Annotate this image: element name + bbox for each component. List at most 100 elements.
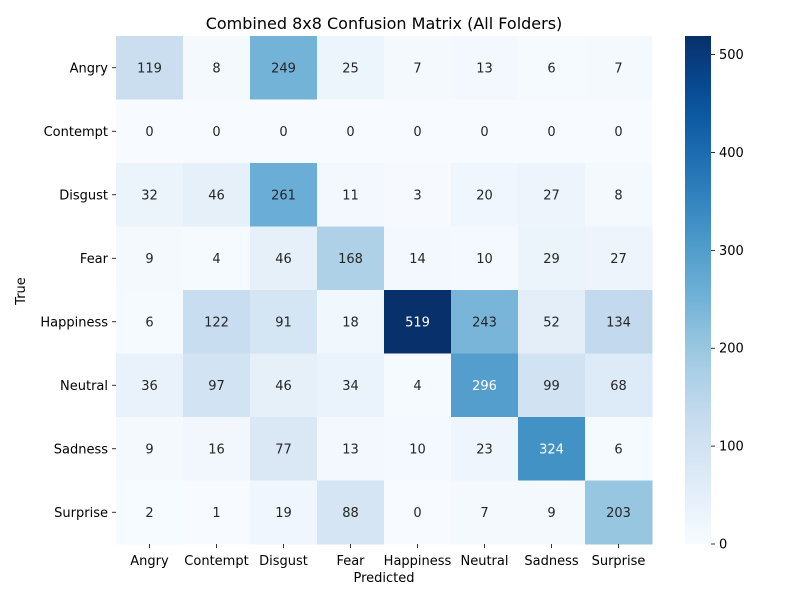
heatmap-cell: [183, 36, 251, 100]
heatmap-cell: [183, 417, 251, 481]
cell-value-label: 6: [547, 61, 555, 76]
cell-value-label: 27: [543, 188, 560, 203]
heatmap-cell: [250, 417, 318, 481]
heatmap-cell: [518, 480, 586, 545]
cell-value-label: 25: [342, 61, 359, 76]
cell-value-label: 77: [275, 442, 292, 457]
cell-value-label: 8: [212, 61, 220, 76]
heatmap-cell: [317, 36, 385, 100]
cell-value-label: 18: [342, 315, 359, 330]
heatmap-cell: [116, 290, 184, 354]
heatmap-cell: [518, 417, 586, 481]
heatmap-cell: [585, 353, 653, 418]
cell-value-label: 4: [413, 379, 421, 394]
heatmap-cell: [250, 480, 318, 545]
cell-value-label: 46: [275, 252, 292, 267]
heatmap-cell: [451, 163, 519, 227]
heatmap-cell: [317, 290, 385, 354]
heatmap-cell: [585, 36, 653, 100]
colorbar-gradient: [685, 36, 711, 544]
heatmap-cell: [183, 290, 251, 354]
x-tick-label: Sadness: [524, 554, 578, 569]
cell-value-label: 8: [614, 188, 622, 203]
cell-value-label: 122: [204, 315, 229, 330]
heatmap-cell: [250, 163, 318, 227]
cell-value-label: 6: [614, 442, 622, 457]
heatmap-cell: [250, 290, 318, 354]
cell-value-label: 1: [212, 506, 220, 521]
cell-value-label: 16: [208, 442, 225, 457]
y-axis-ticks: Angry Contempt Disgust Fear Happiness Neutral…: [40, 61, 116, 521]
heatmap-cell: [250, 36, 318, 100]
heatmap-cell: [518, 163, 586, 227]
heatmap-cell: [317, 226, 385, 291]
heatmap-cell: [451, 480, 519, 545]
heatmap-cell: [384, 99, 452, 164]
x-tick-label: Fear: [336, 554, 365, 569]
cell-value-label: 0: [614, 125, 622, 140]
cell-value-label: 99: [543, 379, 560, 394]
heatmap-cell: [183, 353, 251, 418]
heatmap-cell: [451, 353, 519, 418]
y-axis-label: True: [14, 277, 29, 306]
cell-value-label: 203: [606, 506, 631, 521]
x-tick-label: Contempt: [184, 554, 248, 569]
cell-value-label: 261: [271, 188, 296, 203]
colorbar-tick-label: 0: [719, 538, 727, 553]
heatmap-cell: [116, 353, 184, 418]
cell-value-label: 29: [543, 252, 560, 267]
cell-value-label: 46: [275, 379, 292, 394]
cell-value-label: 0: [547, 125, 555, 140]
colorbar: 0 100 200 300 400 500: [685, 36, 744, 553]
heatmap-cell: [317, 353, 385, 418]
heatmap-cell: [585, 99, 653, 164]
colorbar-tick-label: 100: [719, 440, 744, 455]
y-tick-label: Happiness: [40, 315, 108, 330]
heatmap-cells: 119 8 249 25 7 13 6 70 0 0 0 0 0 0 032 46 261 11 3 20 27 89 4 4…: [116, 36, 653, 545]
y-tick-label: Fear: [80, 252, 109, 267]
cell-value-label: 4: [212, 252, 220, 267]
cell-value-label: 0: [346, 125, 354, 140]
heatmap-cell: [183, 163, 251, 227]
cell-value-label: 20: [476, 188, 493, 203]
heatmap-cell: [116, 417, 184, 481]
heatmap-cell: [250, 353, 318, 418]
heatmap-cell: [451, 226, 519, 291]
cell-value-label: 36: [141, 379, 158, 394]
cell-value-label: 249: [271, 61, 296, 76]
cell-value-label: 7: [480, 506, 488, 521]
colorbar-tick-label: 400: [719, 146, 744, 161]
heatmap-cell: [518, 290, 586, 354]
cell-value-label: 9: [547, 506, 555, 521]
colorbar-tick-label: 500: [719, 48, 744, 63]
heatmap-cell: [585, 480, 653, 545]
y-tick-label: Angry: [70, 61, 109, 76]
x-axis-ticks: Angry Contempt Disgust Fear Happiness Neutral…: [130, 544, 645, 569]
cell-value-label: 52: [543, 315, 560, 330]
heatmap-cell: [585, 163, 653, 227]
heatmap-cell: [116, 99, 184, 164]
cell-value-label: 119: [137, 61, 162, 76]
heatmap-cell: [518, 226, 586, 291]
cell-value-label: 88: [342, 506, 359, 521]
cell-value-label: 0: [413, 506, 421, 521]
x-tick-label: Happiness: [384, 554, 452, 569]
heatmap-cell: [518, 36, 586, 100]
heatmap-cell: [384, 353, 452, 418]
x-axis-label: Predicted: [353, 571, 414, 586]
heatmap-cell: [451, 99, 519, 164]
cell-value-label: 97: [208, 379, 225, 394]
cell-value-label: 0: [212, 125, 220, 140]
heatmap-cell: [585, 417, 653, 481]
cell-value-label: 296: [472, 379, 497, 394]
heatmap-cell: [116, 480, 184, 545]
heatmap-cell: [116, 36, 184, 100]
heatmap-cell: [384, 417, 452, 481]
cell-value-label: 2: [145, 506, 153, 521]
heatmap-cell: [183, 480, 251, 545]
heatmap-cell: [250, 226, 318, 291]
heatmap-cell: [451, 417, 519, 481]
x-tick-label: Disgust: [259, 554, 308, 569]
cell-value-label: 13: [342, 442, 359, 457]
x-tick-label: Surprise: [592, 554, 646, 569]
